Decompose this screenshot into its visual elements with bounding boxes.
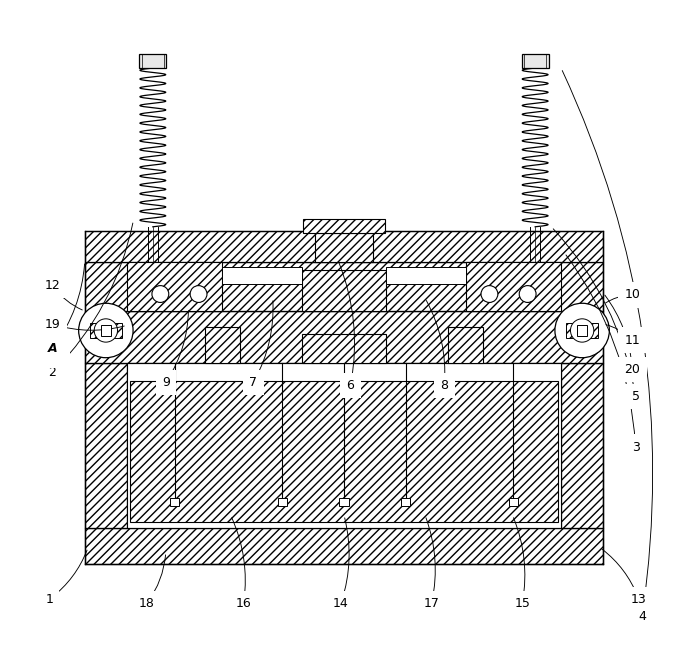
Bar [401, 498, 410, 506]
Text: 1: 1 [45, 593, 53, 606]
Bar [85, 363, 127, 528]
Circle shape [481, 286, 498, 303]
Bar [89, 323, 122, 338]
Bar [85, 231, 603, 262]
Text: 2: 2 [48, 366, 56, 379]
Circle shape [152, 286, 169, 303]
Text: 5: 5 [632, 390, 640, 403]
Text: 3: 3 [632, 441, 640, 454]
Text: 6: 6 [347, 379, 354, 392]
Text: 10: 10 [625, 288, 641, 301]
Text: 11: 11 [625, 334, 641, 347]
Text: 16: 16 [236, 597, 251, 610]
Circle shape [519, 286, 536, 303]
Bar [566, 323, 599, 338]
Bar [577, 325, 588, 336]
Bar [303, 219, 385, 233]
Bar [386, 268, 466, 284]
Bar [448, 327, 484, 363]
Bar [85, 311, 603, 363]
Circle shape [190, 286, 207, 303]
Bar [170, 498, 179, 506]
Text: 17: 17 [424, 597, 440, 610]
Bar [127, 363, 561, 528]
Bar [127, 262, 222, 311]
Bar [522, 54, 549, 68]
Bar [302, 270, 386, 311]
Text: 7: 7 [249, 376, 257, 389]
Circle shape [555, 303, 610, 358]
Bar [222, 268, 302, 284]
Bar [133, 511, 555, 522]
Text: 8: 8 [440, 379, 449, 392]
Text: 14: 14 [333, 597, 349, 610]
Bar [466, 262, 561, 311]
Bar [302, 334, 386, 363]
Bar [509, 498, 518, 506]
Text: 12: 12 [45, 279, 61, 292]
Bar [315, 233, 373, 262]
Text: 20: 20 [625, 363, 641, 376]
Bar [139, 54, 166, 68]
Text: 13: 13 [631, 593, 647, 606]
Bar [100, 325, 111, 336]
Bar [133, 501, 555, 511]
Text: 18: 18 [138, 597, 154, 610]
Text: A: A [47, 342, 57, 355]
Bar [85, 262, 603, 311]
Text: 4: 4 [638, 610, 646, 623]
Text: 9: 9 [162, 376, 170, 389]
Text: 15: 15 [514, 597, 530, 610]
Bar [278, 498, 287, 506]
Bar [204, 327, 240, 363]
Circle shape [570, 319, 594, 342]
Bar [561, 363, 603, 528]
Circle shape [78, 303, 133, 358]
Text: 19: 19 [45, 318, 61, 330]
Bar [85, 528, 603, 564]
Bar [130, 381, 558, 522]
Bar [339, 498, 349, 506]
Circle shape [94, 319, 118, 342]
